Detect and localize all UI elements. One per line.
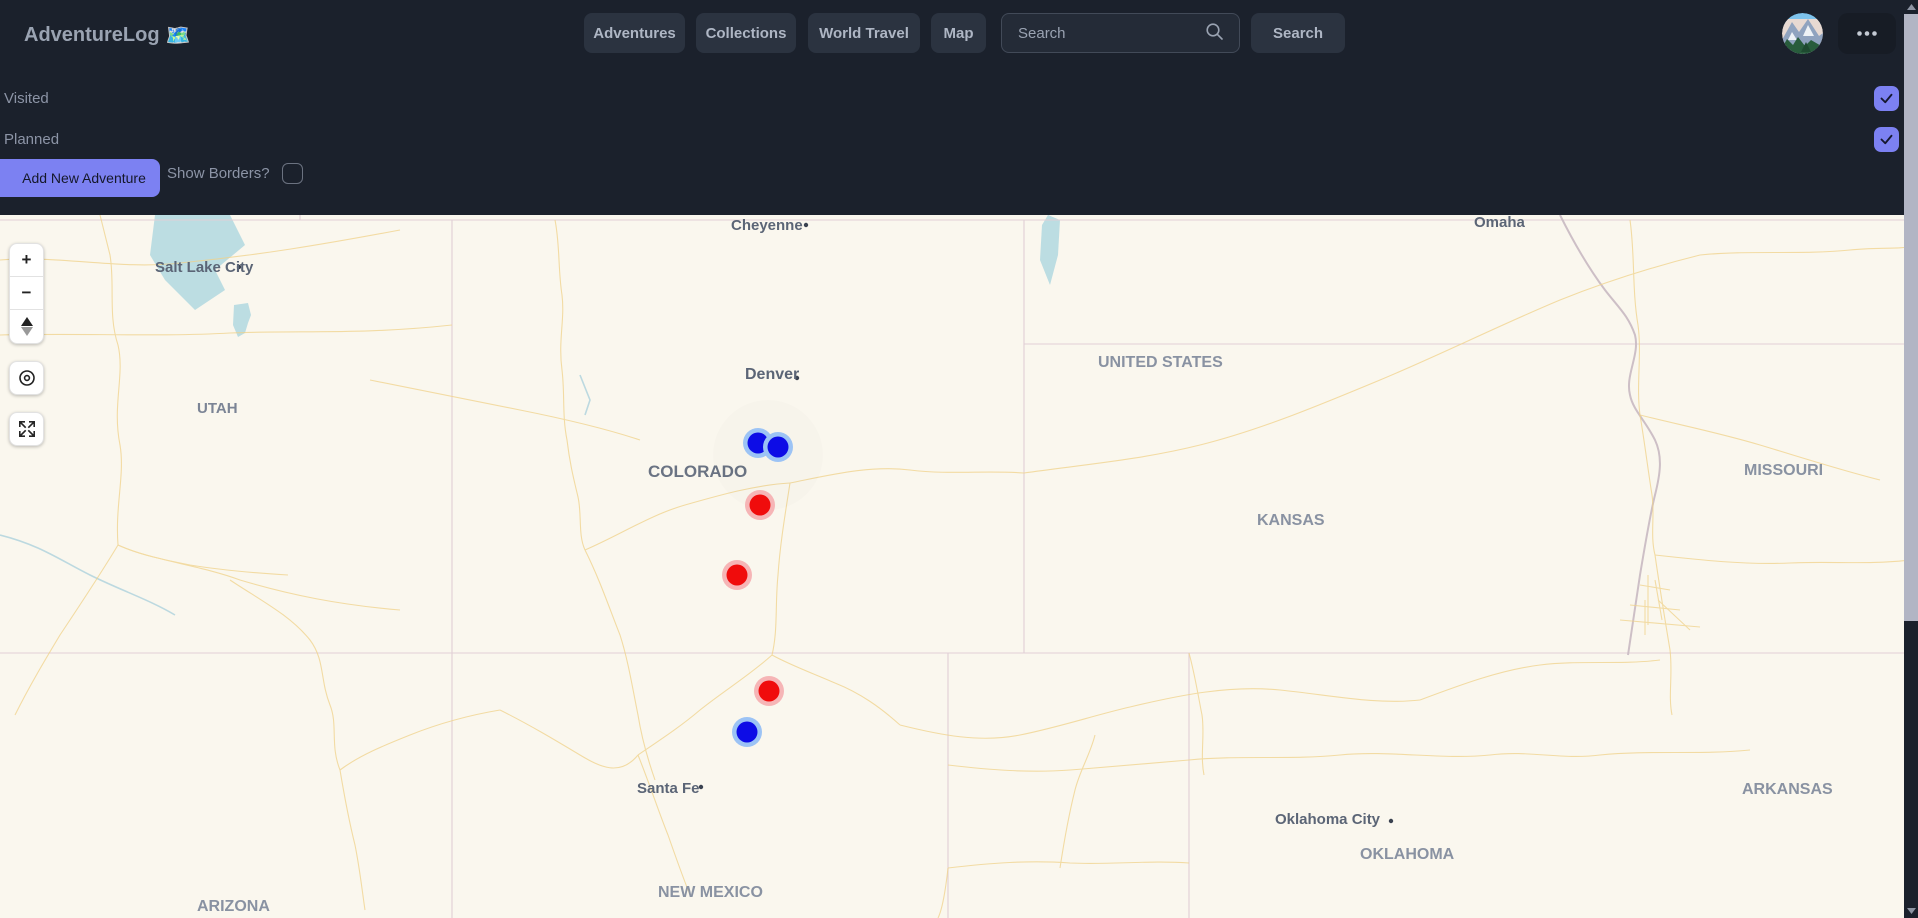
svg-text:ARKANSAS: ARKANSAS xyxy=(1742,781,1833,798)
svg-text:UNITED STATES: UNITED STATES xyxy=(1098,354,1223,371)
svg-text:Omaha: Omaha xyxy=(1474,215,1526,231)
svg-text:Cheyenne: Cheyenne xyxy=(731,217,803,234)
svg-text:UTAH: UTAH xyxy=(197,400,238,417)
svg-text:ARIZONA: ARIZONA xyxy=(197,898,270,915)
svg-text:Oklahoma City: Oklahoma City xyxy=(1275,811,1381,828)
svg-text:OKLAHOMA: OKLAHOMA xyxy=(1360,846,1455,863)
svg-text:Santa Fe: Santa Fe xyxy=(637,780,700,797)
svg-text:MISSOURI: MISSOURI xyxy=(1744,462,1823,479)
svg-text:NEW MEXICO: NEW MEXICO xyxy=(658,884,763,901)
svg-text:Salt Lake City: Salt Lake City xyxy=(155,259,254,276)
svg-text:Denver: Denver xyxy=(745,366,799,383)
svg-text:KANSAS: KANSAS xyxy=(1257,512,1325,529)
